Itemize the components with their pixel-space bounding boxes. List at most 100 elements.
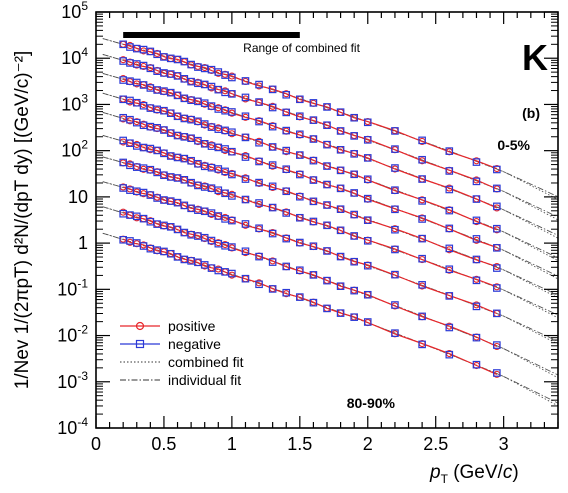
negative-point: [309, 298, 318, 307]
negative-point: [228, 73, 236, 82]
negative-point: [391, 164, 399, 172]
negative-point: [418, 136, 426, 145]
negative-point: [268, 85, 277, 94]
negative-point: [418, 254, 426, 263]
negative-point: [493, 341, 501, 349]
negative-point: [350, 210, 358, 219]
negative-point: [336, 146, 345, 154]
negative-point: [228, 243, 236, 251]
negative-point: [493, 184, 501, 193]
negative-point: [418, 340, 426, 349]
negative-point: [445, 147, 454, 155]
panel-label: (b): [522, 105, 540, 121]
negative-point: [418, 175, 426, 183]
negative-point: [336, 309, 345, 317]
negative-point: [363, 290, 372, 299]
negative-point: [472, 216, 481, 225]
negative-point: [282, 262, 291, 271]
negative-point: [323, 162, 331, 170]
negative-point: [472, 177, 481, 186]
negative-point: [493, 369, 501, 377]
negative-point: [228, 128, 236, 137]
plot-frame: [95, 11, 559, 429]
negative-point: [268, 258, 277, 266]
negative-point: [418, 281, 426, 289]
negative-point: [445, 224, 454, 233]
negative-point: [472, 255, 481, 264]
labels: Range of combined fit K (b) 0-5% 80-90% posit…: [12, 32, 548, 486]
legend-circle-marker: [135, 321, 145, 331]
negative-point: [241, 93, 250, 102]
negative-point: [445, 350, 454, 359]
negative-point: [296, 130, 304, 139]
y-tick-label: 10-1: [57, 276, 88, 299]
negative-point: [282, 165, 291, 174]
negative-point: [296, 266, 304, 275]
x-tick-label: 1: [227, 434, 237, 454]
negative-point: [336, 184, 345, 193]
negative-point: [268, 229, 277, 238]
negative-point: [309, 176, 318, 184]
negative-point: [309, 116, 318, 124]
negative-point: [309, 156, 318, 165]
y-tick-label: 102: [61, 138, 88, 161]
x-tick-label: 0.5: [151, 434, 176, 454]
negative-point: [323, 121, 331, 130]
negative-point: [391, 245, 399, 254]
negative-point: [323, 221, 331, 230]
negative-point: [255, 80, 263, 89]
negative-point: [296, 238, 304, 247]
negative-point: [282, 209, 291, 217]
negative-point: [309, 135, 318, 143]
negative-point: [323, 201, 331, 209]
negative-point: [350, 189, 358, 197]
y-axis-title: 1/Nev 1/(2πpT) d²N/(dpT dy) [(GeV/c)⁻²]: [12, 51, 33, 389]
fit-range-label: Range of combined fit: [243, 41, 360, 55]
negative-point: [391, 145, 399, 153]
individual-fit-curve: [102, 72, 559, 236]
negative-point: [241, 133, 250, 142]
data-points: [119, 40, 501, 378]
negative-point: [493, 224, 501, 233]
negative-point: [493, 264, 501, 272]
y-tick-label: 10-2: [57, 323, 88, 346]
negative-point: [241, 112, 250, 121]
negative-point: [445, 185, 454, 194]
axes: 0 0.5 1 1.5 2 2.5 3 10-4 10-3 10-2 10-1 1 10 102 103 10…: [57, 0, 559, 454]
negative-point: [363, 261, 372, 270]
negative-point: [336, 282, 345, 291]
negative-point: [363, 216, 372, 224]
negative-point: [493, 309, 501, 318]
individual-fit-curve: [102, 92, 559, 259]
negative-point: [363, 318, 372, 326]
negative-point: [445, 244, 454, 253]
negative-point: [268, 203, 277, 212]
negative-point: [296, 112, 304, 121]
negative-point: [391, 301, 399, 309]
negative-point: [282, 90, 291, 99]
negative-point: [255, 280, 263, 289]
negative-point: [228, 170, 236, 179]
legend-label: combined fit: [168, 354, 244, 370]
negative-point: [391, 225, 399, 234]
negative-point: [296, 151, 304, 159]
negative-point: [493, 202, 501, 211]
y-tick-label: 103: [61, 91, 88, 114]
negative-point: [323, 304, 331, 313]
negative-point: [309, 197, 318, 206]
negative-point: [472, 302, 481, 311]
y-tick-label: 1: [78, 233, 88, 253]
negative-point: [255, 224, 263, 233]
negative-point: [391, 205, 399, 214]
individual-fit-curve: [102, 38, 559, 198]
negative-point: [282, 126, 291, 135]
negative-point: [445, 292, 454, 300]
negative-point: [255, 157, 263, 166]
negative-point: [391, 270, 399, 279]
negative-point: [391, 127, 399, 135]
negative-point: [472, 158, 481, 166]
negative-point: [418, 234, 426, 243]
negative-point: [309, 217, 318, 226]
